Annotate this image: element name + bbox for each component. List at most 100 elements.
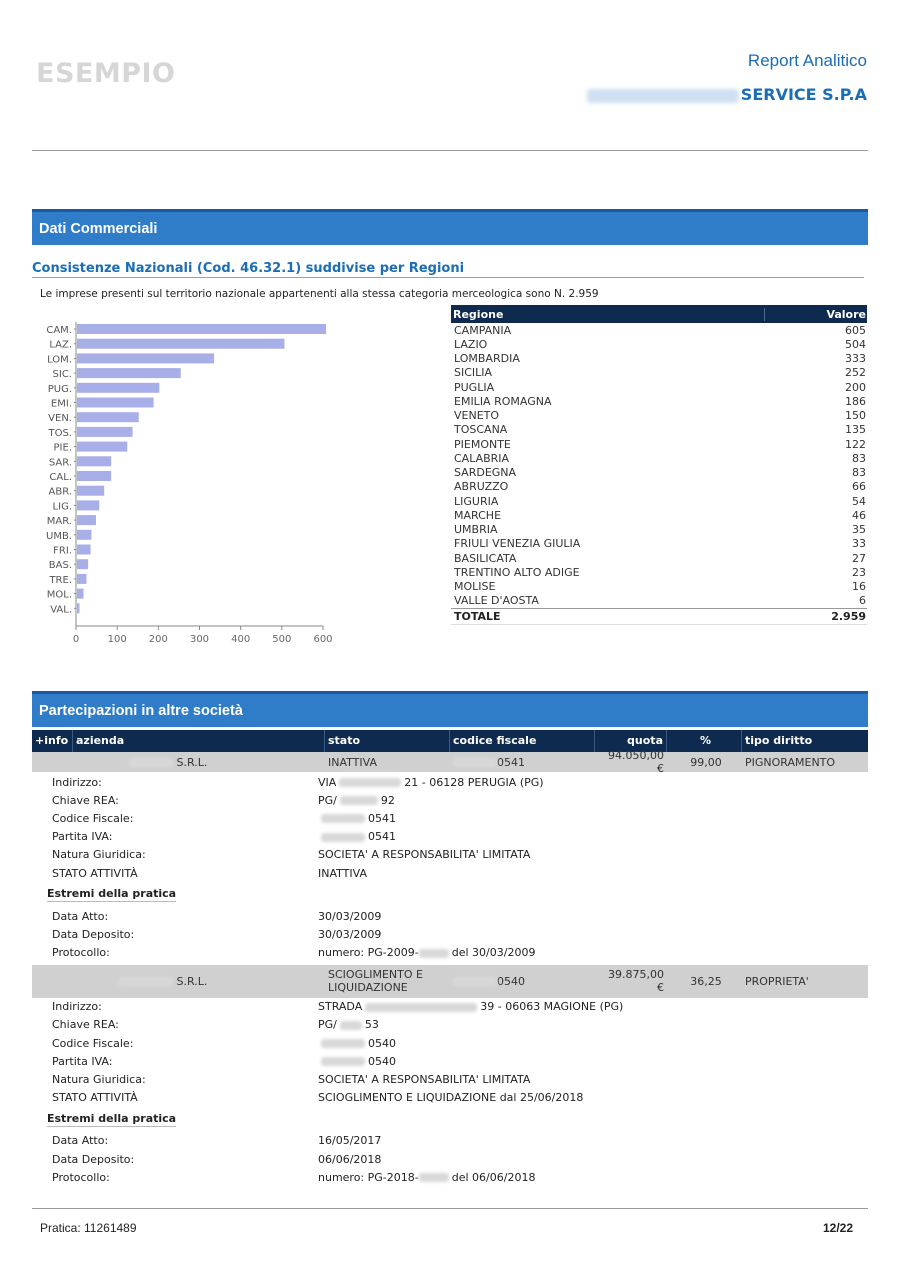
watermark: ESEMPIO	[36, 58, 176, 89]
detail-value-text: 0540	[368, 1036, 396, 1050]
region-row: PIEMONTE 122	[451, 437, 867, 451]
detail-label: Partita IVA:	[52, 830, 113, 844]
region-value: 186	[845, 394, 866, 408]
bar-laz	[77, 338, 285, 349]
detail-value: SOCIETA' A RESPONSABILITA' LIMITATA	[318, 1073, 868, 1086]
detail-value: PG/53	[318, 1018, 868, 1031]
company-row[interactable]: S.R.L. SCIOGLIMENTO E LIQUIDAZIONE 0540 …	[32, 964, 868, 998]
region-row: TRENTINO ALTO ADIGE 23	[451, 565, 867, 579]
region-bar-chart: CAM. LAZ. LOM. SIC. PUG. EMI. VEN. TOS. PIE. SAR.…	[46, 322, 333, 645]
col-azienda: azienda	[73, 730, 325, 752]
detail-line: STATO ATTIVITÀ INATTIVA	[32, 864, 868, 882]
detail-value-text: PG/	[318, 793, 337, 807]
company-name-cell: S.R.L.	[73, 975, 325, 988]
detail-value: PG/92	[318, 794, 868, 807]
company-stato: SCIOGLIMENTO E LIQUIDAZIONE	[328, 968, 423, 995]
pratica-label: Protocollo:	[52, 946, 110, 960]
detail-label: Natura Giuridica:	[52, 1073, 146, 1087]
detail-label: Natura Giuridica:	[52, 848, 146, 862]
region-name: SICILIA	[454, 366, 493, 380]
category-label: MAR.	[47, 516, 72, 527]
detail-value: VIA 21 - 06128 PERUGIA (PG)	[318, 776, 868, 789]
region-value: 83	[852, 451, 866, 465]
detail-value-text: SOCIETA' A RESPONSABILITA' LIMITATA	[318, 848, 531, 862]
region-row: MARCHE 46	[451, 508, 867, 522]
region-value: 23	[852, 565, 866, 579]
detail-value: 0541	[318, 830, 868, 843]
company-codice-fiscale: 0541	[450, 756, 595, 769]
detail-line: Natura Giuridica: SOCIETA' A RESPONSABILI…	[32, 1070, 868, 1088]
region-name: MARCHE	[454, 508, 502, 522]
category-label: LIG.	[53, 501, 72, 512]
detail-value-text: SOCIETA' A RESPONSABILITA' LIMITATA	[318, 1073, 531, 1087]
region-row: BASILICATA 27	[451, 551, 867, 565]
region-row: PUGLIA 200	[451, 380, 867, 394]
bar-lom	[77, 353, 215, 364]
category-label: LOM.	[47, 354, 72, 365]
region-value: 33	[852, 537, 866, 551]
pratica-label: Data Atto:	[52, 909, 109, 923]
detail-label: STATO ATTIVITÀ	[52, 866, 138, 880]
region-row: LOMBARDIA 333	[451, 352, 867, 366]
company-row[interactable]: S.R.L. INATTIVA 0541 94.050,00 € 99,00 P…	[32, 749, 868, 775]
region-value: 122	[845, 437, 866, 451]
company-quota: 39.875,00 €	[608, 968, 664, 995]
section-title-dati-commerciali: Dati Commerciali	[32, 209, 868, 245]
bar-pie	[77, 441, 128, 452]
pratica-line: Data Atto: 30/03/2009	[32, 907, 868, 925]
bar-mol	[77, 588, 84, 599]
detail-value-text: 21 - 06128 PERUGIA (PG)	[404, 775, 544, 789]
detail-label: Indirizzo:	[52, 1000, 102, 1014]
pratica-value: 16/05/2017	[318, 1134, 868, 1147]
bar-ven	[77, 412, 139, 423]
col-codice-fiscale: codice fiscale	[450, 730, 595, 752]
category-label: SAR.	[49, 457, 72, 468]
pratica-label: Protocollo:	[52, 1170, 110, 1184]
category-label: MOL.	[47, 590, 72, 601]
region-value: 605	[845, 323, 866, 337]
detail-value-text: PG/	[318, 1018, 337, 1032]
region-row: LAZIO 504	[451, 337, 867, 351]
pratica-label: Data Deposito:	[52, 927, 135, 941]
region-value: 54	[852, 494, 866, 508]
region-value: 135	[845, 423, 866, 437]
pratica-value-text: numero: PG-2018-	[318, 1170, 419, 1184]
intro-text: Le imprese presenti sul territorio nazio…	[40, 288, 599, 300]
redacted-text	[129, 758, 173, 767]
detail-value: SOCIETA' A RESPONSABILITA' LIMITATA	[318, 848, 868, 861]
region-row: CAMPANIA 605	[451, 323, 867, 337]
region-value: 46	[852, 508, 866, 522]
pratica-value: numero: PG-2018- del 06/06/2018	[318, 1171, 868, 1184]
participations-table: +info azienda stato codice fiscale quota…	[32, 730, 868, 1186]
region-value: 83	[852, 466, 866, 480]
detail-line: Chiave REA: PG/92	[32, 791, 868, 809]
category-label: UMB.	[46, 531, 72, 542]
region-row: SARDEGNA 83	[451, 466, 867, 480]
detail-value-text: INATTIVA	[318, 866, 367, 880]
detail-value: 0540	[318, 1055, 868, 1068]
col-stato: stato	[325, 730, 450, 752]
region-row: MOLISE 16	[451, 580, 867, 594]
region-value: 504	[845, 337, 866, 351]
bar-val	[77, 603, 80, 614]
region-value: 35	[852, 523, 866, 537]
detail-label: Partita IVA:	[52, 1054, 113, 1068]
region-value: 16	[852, 580, 866, 594]
region-name: UMBRIA	[454, 523, 498, 537]
pratica-line: Protocollo: numero: PG-2018- del 06/06/201…	[32, 1168, 868, 1186]
category-label: BAS.	[49, 560, 72, 571]
company-tipo-diritto: PROPRIETA'	[745, 974, 809, 988]
category-label: EMI.	[51, 399, 72, 410]
region-row: VENETO 150	[451, 409, 867, 423]
redacted-text	[321, 1039, 365, 1049]
region-row: EMILIA ROMAGNA 186	[451, 394, 867, 408]
pratica-value-text: del 30/03/2009	[451, 946, 536, 960]
participations-header: +info azienda stato codice fiscale quota…	[32, 730, 868, 752]
bar-abr	[77, 485, 105, 496]
category-label: VEN.	[48, 413, 72, 424]
region-name: ABRUZZO	[454, 480, 509, 494]
detail-value-text: 53	[364, 1018, 379, 1032]
header-valore: Valore	[826, 307, 866, 321]
region-name: BASILICATA	[454, 551, 517, 565]
detail-value-text: 92	[380, 793, 395, 807]
